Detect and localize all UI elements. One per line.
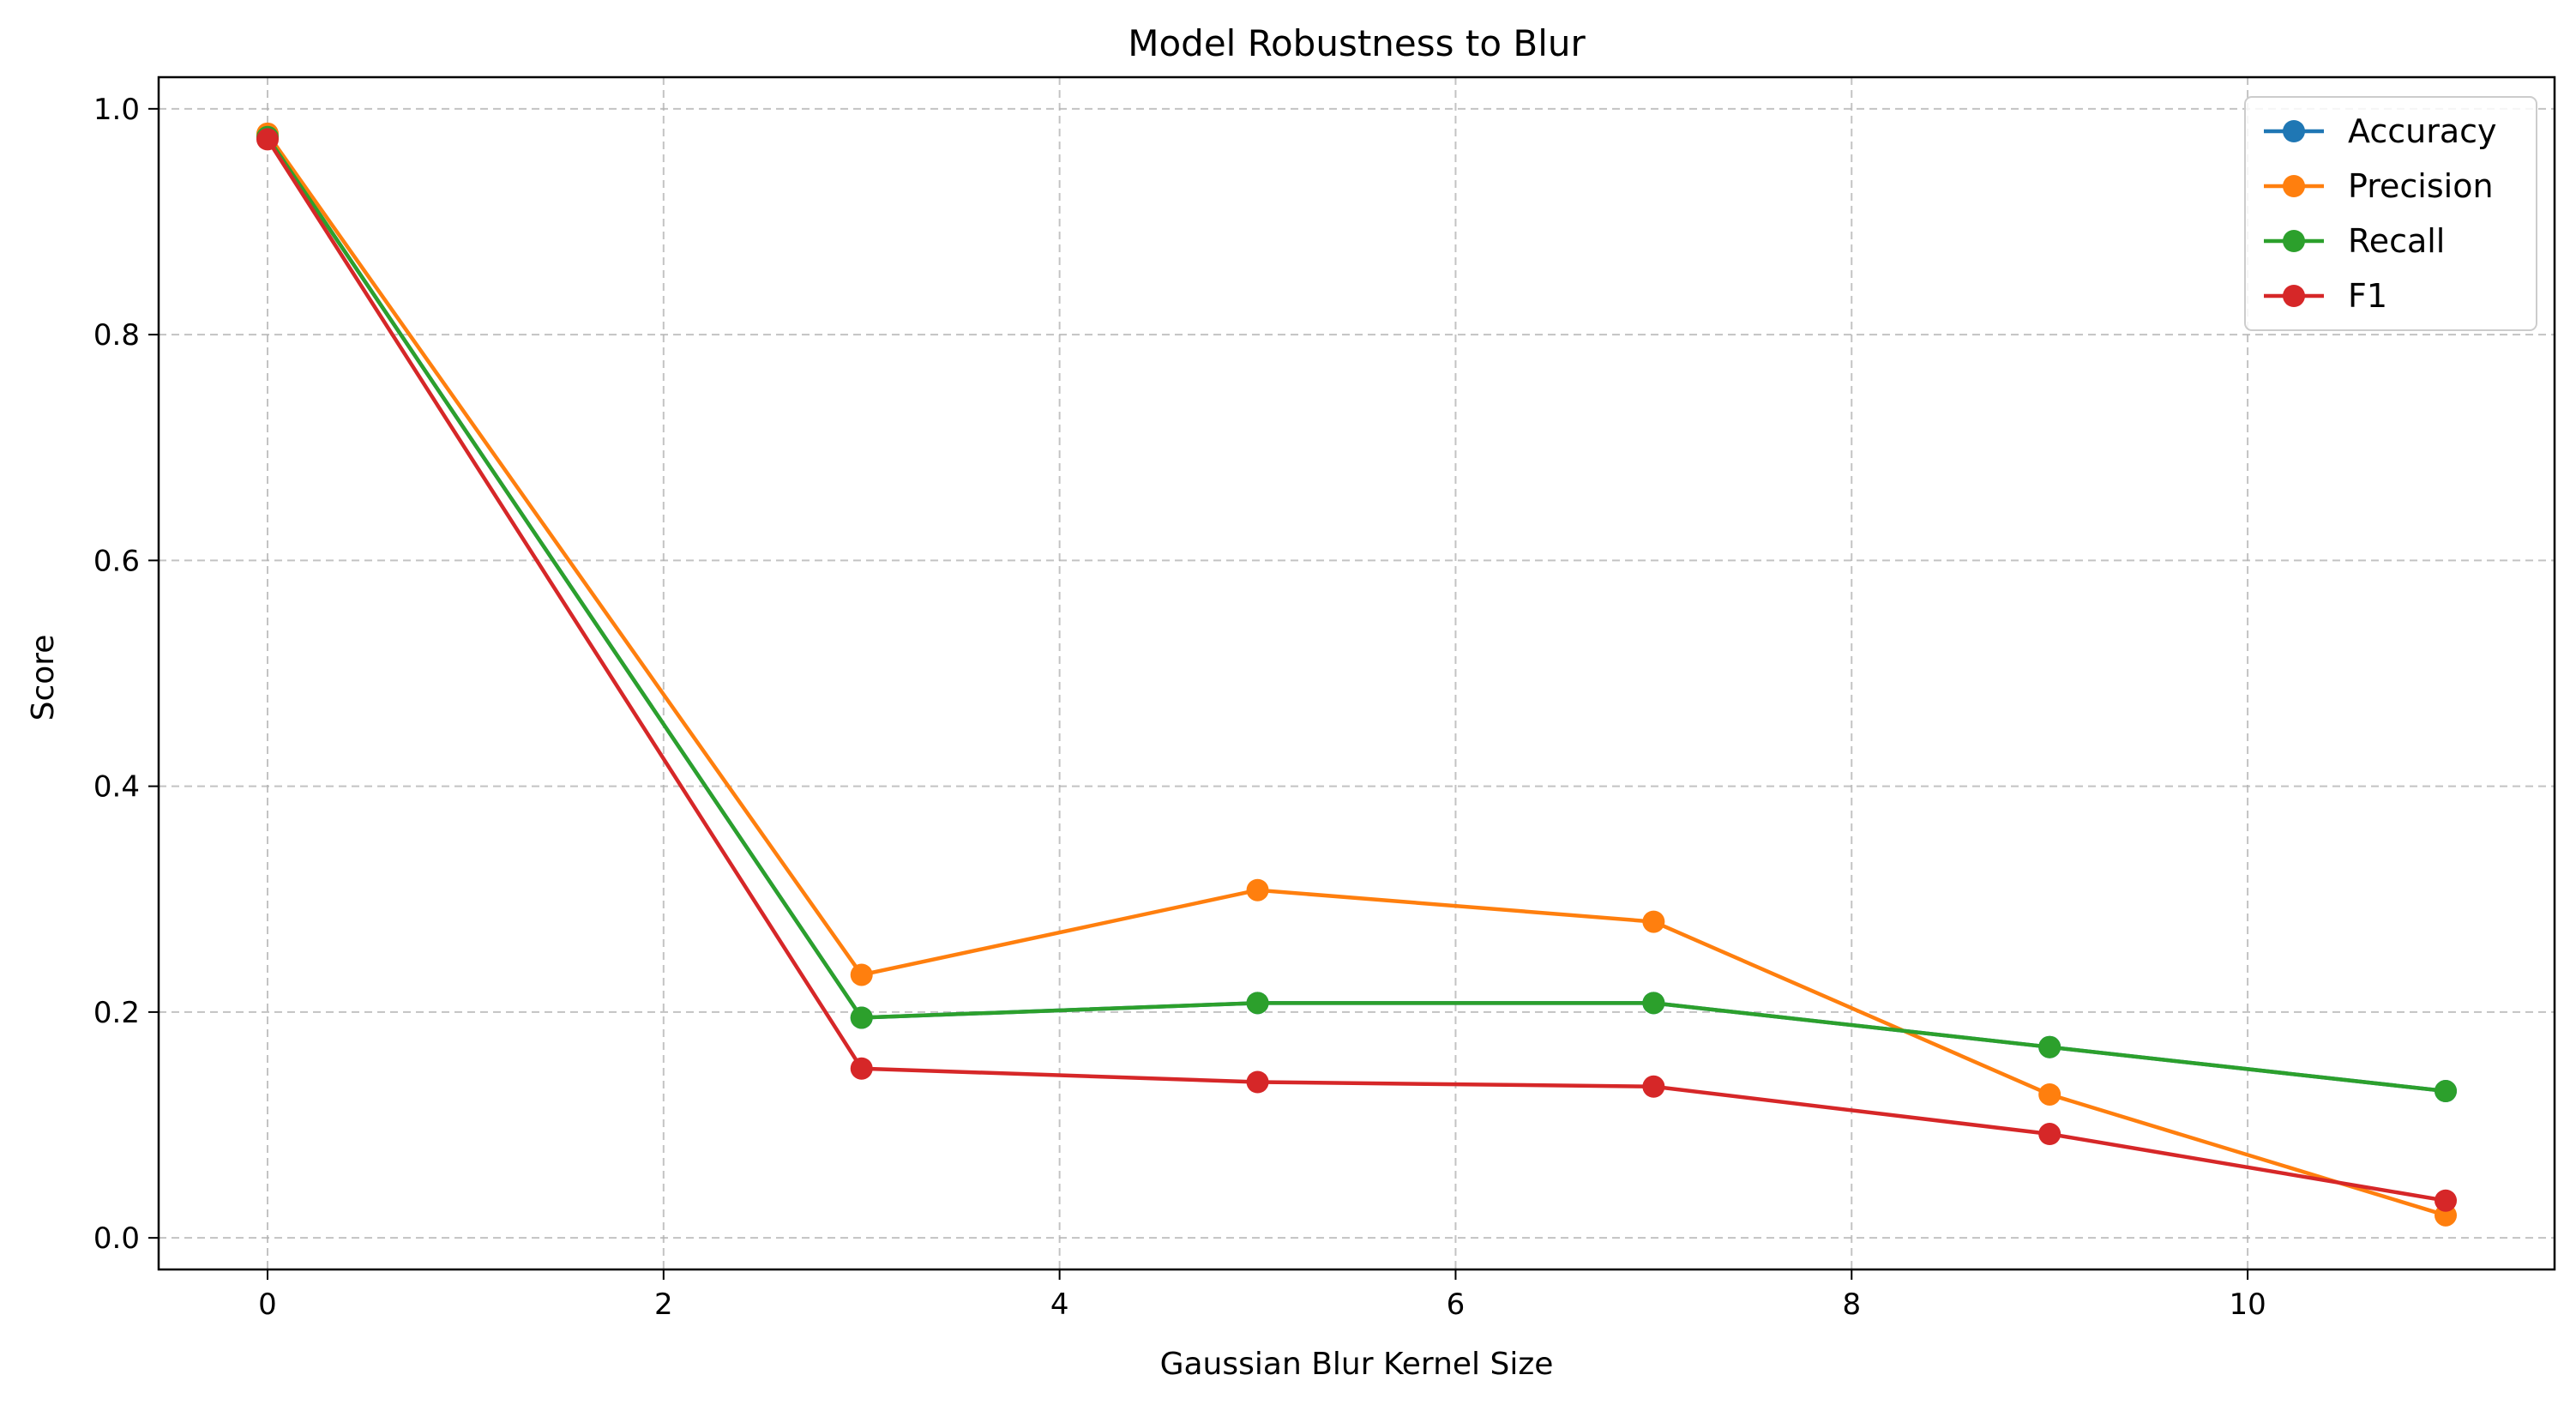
y-axis-label: Score <box>26 635 61 721</box>
y-tick-label: 0.8 <box>93 318 140 353</box>
legend-item-recall: Recall <box>2264 222 2445 260</box>
data-point-precision <box>850 963 873 986</box>
data-point-f1 <box>2435 1189 2457 1212</box>
legend-label: Accuracy <box>2348 112 2497 150</box>
x-axis-label: Gaussian Blur Kernel Size <box>1160 1347 1554 1382</box>
data-point-recall <box>2435 1080 2457 1103</box>
legend-item-f1: F1 <box>2264 277 2387 315</box>
data-point-recall <box>1246 992 1269 1015</box>
data-point-recall <box>1642 992 1665 1015</box>
series-accuracy <box>256 125 2457 1103</box>
series-recall <box>256 125 2457 1103</box>
series-f1 <box>256 128 2457 1212</box>
legend-box <box>2244 96 2537 331</box>
x-tick-label: 0 <box>258 1287 277 1322</box>
x-tick-label: 8 <box>1842 1287 1861 1322</box>
data-point-f1 <box>1246 1070 1269 1094</box>
x-tick-label: 10 <box>2229 1287 2266 1322</box>
legend-swatch-marker <box>2283 175 2305 197</box>
series-line-accuracy <box>266 136 2447 1094</box>
y-tick-label: 0.4 <box>93 770 140 805</box>
series-line-recall <box>266 136 2447 1094</box>
x-tick-label: 2 <box>654 1287 673 1322</box>
data-point-f1 <box>256 128 279 151</box>
legend-item-accuracy: Accuracy <box>2264 112 2497 150</box>
y-tick-label: 0.6 <box>93 544 140 578</box>
legend-label: Precision <box>2348 167 2494 205</box>
legend-swatch-marker <box>2283 120 2305 142</box>
data-point-f1 <box>2038 1123 2061 1146</box>
legend-swatch-marker <box>2283 285 2305 307</box>
series-layer <box>256 122 2457 1227</box>
x-tick-label: 4 <box>1050 1287 1069 1322</box>
x-tick-label: 6 <box>1447 1287 1466 1322</box>
legend-swatch-marker <box>2283 230 2305 252</box>
grid <box>159 77 2555 1269</box>
series-line-precision <box>266 132 2447 1217</box>
data-point-precision <box>2038 1082 2061 1106</box>
data-point-f1 <box>850 1057 873 1080</box>
series-precision <box>256 122 2457 1227</box>
y-tick-label: 0.0 <box>93 1221 140 1256</box>
legend: Accuracy Precision Recall F1 <box>2244 96 2537 331</box>
series-line-f1 <box>266 138 2447 1203</box>
data-point-precision <box>1246 878 1269 901</box>
y-tick-label: 1.0 <box>93 93 140 127</box>
data-point-precision <box>1642 910 1665 933</box>
legend-label: Recall <box>2348 222 2445 260</box>
legend-label: F1 <box>2348 277 2387 315</box>
chart-title: Model Robustness to Blur <box>1128 22 1586 64</box>
data-point-recall <box>850 1006 873 1029</box>
y-tick-label: 0.2 <box>93 996 140 1030</box>
legend-item-precision: Precision <box>2264 167 2494 205</box>
data-point-f1 <box>1642 1075 1665 1098</box>
data-point-recall <box>2038 1035 2061 1058</box>
axis-ticks: 0 2 4 6 8 10 0.0 0.2 0.4 0.6 0.8 1.0 <box>93 93 2266 1322</box>
plot-area-frame <box>157 75 2556 1271</box>
